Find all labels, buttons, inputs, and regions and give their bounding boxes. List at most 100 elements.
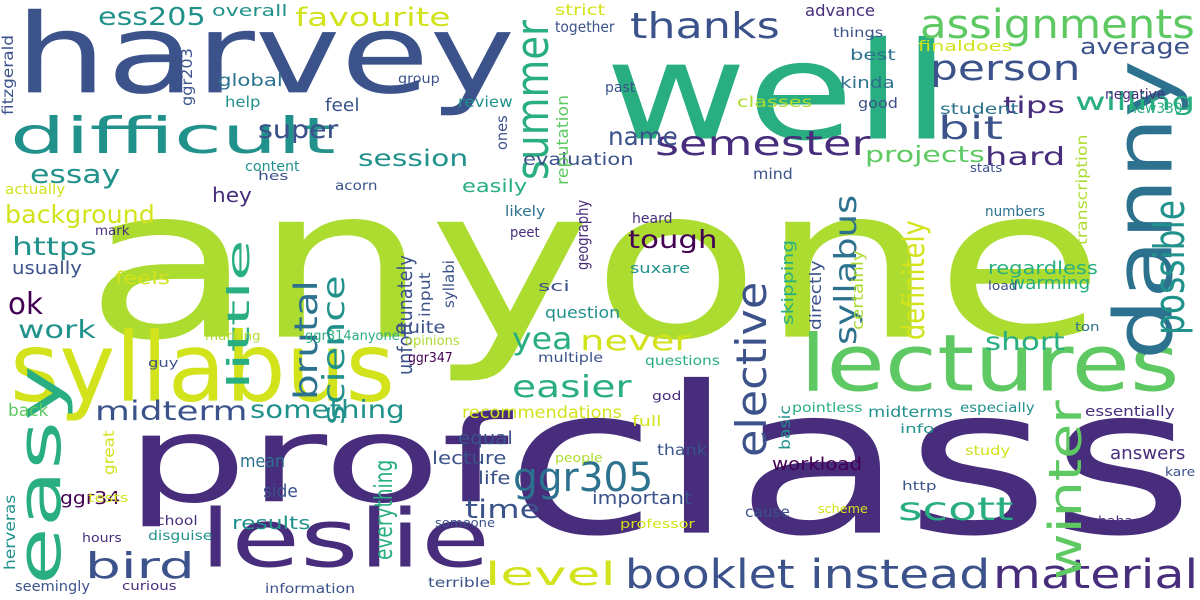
cloud-word: kinda xyxy=(840,73,895,92)
cloud-word: little xyxy=(222,239,257,390)
cloud-word: peet xyxy=(510,225,540,241)
cloud-word: cause xyxy=(745,503,790,521)
cloud-word: school xyxy=(148,514,198,529)
cloud-word: person xyxy=(930,49,1081,89)
cloud-word: suxare xyxy=(630,261,691,277)
cloud-word: question xyxy=(545,303,621,322)
cloud-word: feels xyxy=(115,268,170,289)
cloud-word: instead xyxy=(810,551,991,598)
cloud-word: heard xyxy=(632,211,673,227)
cloud-word: curious xyxy=(122,579,177,593)
cloud-word: super xyxy=(258,116,339,145)
cloud-word: midterms xyxy=(868,403,953,421)
cloud-word: pointless xyxy=(792,401,863,416)
cloud-word: terrible xyxy=(428,576,491,591)
cloud-word: hes xyxy=(258,169,289,183)
cloud-word: god xyxy=(652,389,682,403)
cloud-word: content xyxy=(245,159,300,175)
cloud-word: guy xyxy=(148,356,179,370)
cloud-word: new330 xyxy=(1128,101,1183,117)
cloud-word: possible xyxy=(1146,199,1195,335)
cloud-word: info xyxy=(900,422,935,436)
cloud-word: work xyxy=(18,316,96,345)
cloud-word: ggr203 xyxy=(178,48,196,106)
cloud-word: tests xyxy=(88,491,129,505)
cloud-word: tough xyxy=(628,226,718,255)
cloud-word: input xyxy=(416,272,434,317)
cloud-word: level xyxy=(485,555,616,593)
cloud-word: session xyxy=(358,146,469,172)
cloud-word: good xyxy=(858,96,898,112)
cloud-word: hours xyxy=(82,531,122,545)
cloud-word: quite xyxy=(395,318,446,338)
cloud-word: reputation xyxy=(553,94,572,185)
cloud-word: skipping xyxy=(778,239,797,325)
cloud-word: usually xyxy=(12,258,82,279)
cloud-word: yea xyxy=(512,322,573,357)
cloud-word: definitely xyxy=(897,220,932,340)
cloud-word: thanks xyxy=(630,5,780,47)
cloud-word: easily xyxy=(462,176,528,197)
cloud-word: workload xyxy=(772,454,863,475)
cloud-word: projects xyxy=(865,143,985,168)
cloud-word: easier xyxy=(512,370,632,405)
cloud-word: best xyxy=(850,46,896,64)
cloud-word: ggr347 xyxy=(408,351,453,366)
cloud-word: ess205 xyxy=(98,3,206,32)
cloud-word: https xyxy=(12,233,97,262)
cloud-word: global xyxy=(218,71,283,91)
cloud-word: people xyxy=(555,451,603,465)
cloud-word: overall xyxy=(212,1,288,20)
cloud-word: disguise xyxy=(148,529,213,544)
cloud-word: someone xyxy=(435,516,495,530)
cloud-word: mark xyxy=(95,224,130,239)
cloud-word: elective xyxy=(728,281,777,457)
cloud-word: scheme xyxy=(818,502,868,516)
cloud-word: group xyxy=(398,72,440,87)
cloud-word: great xyxy=(100,430,118,475)
cloud-word: class xyxy=(505,343,1195,582)
cloud-word: fitzgerald xyxy=(0,34,17,115)
cloud-word: prof xyxy=(125,390,510,530)
cloud-word: willing xyxy=(1075,88,1196,117)
cloud-word: answers xyxy=(1110,443,1186,464)
cloud-word: favourite xyxy=(295,3,451,33)
cloud-word: haha xyxy=(1098,514,1133,528)
cloud-word: information xyxy=(265,582,356,597)
cloud-word: average xyxy=(1080,35,1191,60)
cloud-word: likely xyxy=(505,204,546,220)
cloud-word: full xyxy=(632,414,662,430)
cloud-word: well xyxy=(605,13,951,171)
cloud-word: material xyxy=(993,551,1199,598)
cloud-word: midterm xyxy=(95,395,248,427)
cloud-word: study xyxy=(965,444,1011,459)
cloud-word: time xyxy=(465,495,541,525)
cloud-word: especially xyxy=(960,401,1035,416)
cloud-word: geography xyxy=(573,199,592,270)
cloud-word: help xyxy=(225,93,261,111)
cloud-word: evaluation xyxy=(523,150,634,170)
cloud-word: warming xyxy=(1010,273,1091,294)
cloud-word: opinions xyxy=(405,334,460,349)
cloud-word: scott xyxy=(898,490,1014,528)
cloud-word: things xyxy=(833,26,884,41)
cloud-word: ggr314anyone xyxy=(305,329,400,344)
cloud-word: hey xyxy=(212,183,252,207)
cloud-word: side xyxy=(263,481,298,502)
cloud-word: something xyxy=(250,396,405,425)
cloud-word: ggr34 xyxy=(60,488,121,509)
cloud-word: numbers xyxy=(985,204,1045,220)
cloud-word: bit xyxy=(938,109,1004,147)
cloud-word: bird xyxy=(85,545,195,587)
cloud-word: load xyxy=(988,279,1018,293)
cloud-word: basic xyxy=(776,405,794,450)
cloud-word: results xyxy=(232,513,311,534)
cloud-word: finaldoes xyxy=(918,39,1013,55)
cloud-word: winter xyxy=(1039,400,1092,580)
cloud-word: semester xyxy=(655,125,871,164)
cloud-word: assignments xyxy=(920,1,1195,48)
cloud-word: back xyxy=(8,401,49,421)
cloud-word: directly xyxy=(806,260,825,330)
cloud-word: kare xyxy=(1165,465,1196,479)
